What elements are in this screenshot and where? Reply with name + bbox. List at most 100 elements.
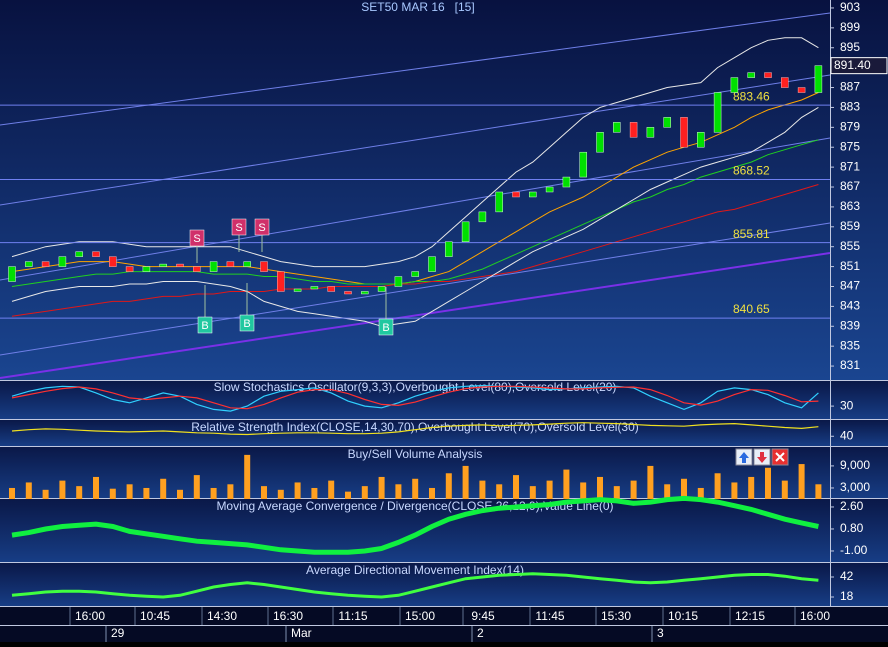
y-tick-label: 855 — [840, 239, 860, 253]
y-tick-label: 843 — [840, 299, 860, 313]
y-tick-label: 879 — [840, 120, 860, 134]
bar — [563, 469, 570, 499]
candle — [478, 211, 487, 223]
signal-label: B — [243, 318, 250, 330]
signal-label: S — [235, 222, 242, 234]
bar — [815, 484, 822, 499]
bar — [580, 482, 587, 499]
y-tick-label: 835 — [840, 338, 860, 352]
signal-label: S — [193, 233, 200, 245]
bar — [798, 464, 805, 499]
x-tick-label: 16:00 — [75, 609, 105, 623]
candle — [428, 256, 436, 272]
candle — [529, 191, 537, 198]
x-tick-label: 9:45 — [471, 609, 495, 623]
stoch-panel-bg — [0, 381, 888, 419]
bar — [76, 486, 83, 499]
bar — [42, 489, 49, 499]
date-label: 3 — [657, 626, 664, 640]
panel-separators — [0, 0, 888, 626]
bar — [630, 480, 637, 499]
bar — [160, 478, 167, 499]
bar — [25, 482, 32, 499]
candle — [293, 288, 302, 292]
main-panel-bg — [0, 0, 888, 380]
candle — [697, 132, 705, 148]
bar — [227, 484, 234, 499]
y-tick-label: 30 — [840, 398, 854, 412]
bar — [311, 487, 318, 499]
candle — [277, 271, 285, 292]
macd-panel-bg — [0, 499, 888, 562]
panel-title: Buy/Sell Volume Analysis — [348, 447, 483, 461]
candle — [377, 286, 386, 292]
candle — [176, 263, 184, 267]
bar — [529, 486, 536, 499]
bar — [496, 484, 503, 499]
candle — [41, 261, 50, 267]
candle — [344, 291, 352, 295]
candle — [25, 261, 33, 267]
close-icon — [775, 452, 785, 462]
y-tick-label: -1.00 — [840, 543, 868, 557]
candle — [260, 261, 268, 272]
bar — [395, 484, 402, 499]
candle — [495, 191, 503, 213]
candle — [361, 291, 369, 295]
x-tick-label: 15:30 — [601, 609, 631, 623]
series-line — [11, 572, 819, 599]
series-line — [11, 495, 819, 555]
signal-box — [231, 218, 247, 236]
y-tick-label: 863 — [840, 199, 860, 213]
bar — [714, 473, 721, 499]
bar — [345, 491, 351, 499]
bar — [429, 487, 435, 499]
bar — [748, 476, 755, 499]
x-tick-label: 11:15 — [338, 609, 367, 623]
x-tick-label: 16:30 — [273, 609, 303, 623]
panel-title: Moving Average Convergence / Divergence(… — [216, 499, 613, 513]
bar — [244, 454, 251, 499]
y-tick-label: 903 — [840, 0, 860, 14]
candle — [8, 266, 16, 282]
bar — [9, 487, 15, 499]
candle — [596, 132, 604, 153]
series-line — [11, 384, 819, 412]
candle — [58, 256, 67, 267]
candle — [764, 72, 772, 78]
level-label: 883.46 — [733, 89, 770, 103]
candle — [562, 176, 571, 188]
panel-title: Relative Strength Index(CLOSE,14,30,70),… — [191, 420, 639, 434]
x-tick-label: 14:30 — [207, 609, 237, 623]
candle — [730, 77, 739, 93]
regression-channel — [0, 12, 831, 356]
signal-box — [239, 314, 255, 332]
y-tick-label: 40 — [840, 428, 854, 442]
y-tick-label: 875 — [840, 139, 860, 153]
bar — [210, 487, 217, 499]
series-line — [11, 422, 819, 436]
candle — [579, 151, 587, 178]
bar — [59, 480, 66, 499]
panel-buttons — [735, 448, 789, 466]
y-tick-label: 9,000 — [840, 458, 870, 472]
candle — [747, 72, 755, 78]
down-icon — [757, 452, 767, 463]
candle — [142, 266, 151, 272]
bar — [109, 488, 116, 499]
y-tick-label: 839 — [840, 318, 860, 332]
candle — [193, 266, 201, 272]
panel-title: Average Directional Movement Index(14) — [306, 563, 524, 577]
y-tick-label: 847 — [840, 279, 860, 293]
candle — [327, 286, 335, 292]
candle — [226, 261, 235, 267]
x-tick-label: 12:15 — [735, 609, 765, 623]
x-tick-label: 10:15 — [668, 609, 698, 623]
bar — [126, 484, 133, 499]
candle — [209, 261, 218, 272]
series-line — [11, 385, 819, 410]
candle — [411, 271, 419, 277]
y-tick-label: 883 — [840, 100, 860, 114]
candle — [445, 241, 453, 257]
